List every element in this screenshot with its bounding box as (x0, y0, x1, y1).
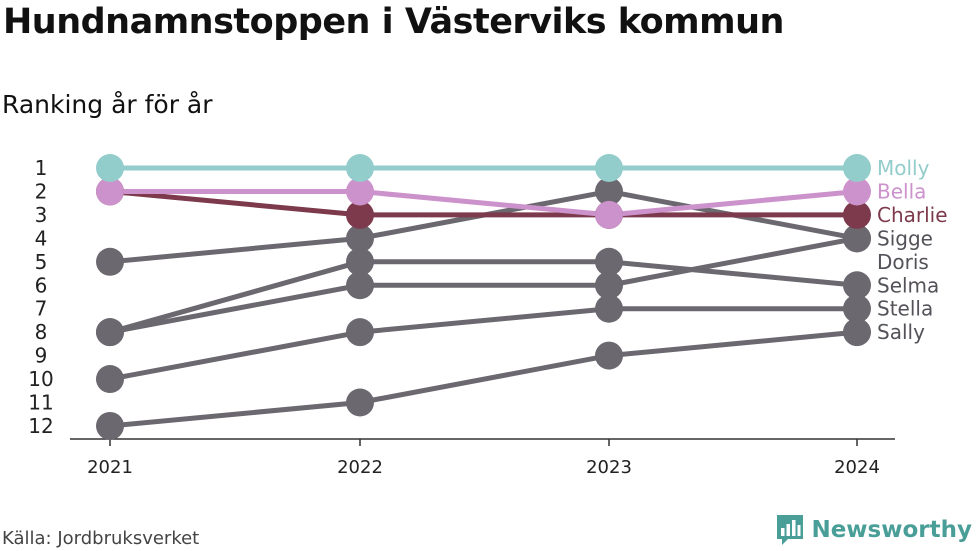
y-tick-label: 2 (35, 179, 48, 203)
series-label-sally: Sally (877, 320, 925, 344)
brand-name: Newsworthy (811, 517, 972, 543)
x-tick-label: 2022 (337, 457, 383, 478)
series-label-molly: Molly (877, 156, 930, 180)
series-line-bella (107, 188, 860, 218)
point-selma (346, 247, 374, 276)
newsworthy-logo-icon (777, 515, 804, 545)
series-label-doris: Doris (877, 250, 929, 274)
point-charlie (843, 200, 871, 229)
series-points (96, 154, 871, 440)
point-sally (843, 318, 871, 347)
series-label-selma: Selma (877, 273, 939, 297)
y-tick-label: 4 (35, 226, 48, 250)
y-tick-label: 12 (28, 414, 53, 438)
point-sigge (595, 177, 623, 206)
point-sally (346, 388, 374, 417)
point-sally (96, 411, 124, 440)
y-tick-label: 6 (35, 273, 48, 297)
brand-logo: Newsworthy (775, 513, 972, 547)
series-line-charlie (107, 188, 860, 218)
point-bella (595, 200, 623, 229)
point-selma (595, 247, 623, 276)
y-tick-label: 8 (35, 320, 48, 344)
point-sigge (346, 224, 374, 253)
x-axis: 2021 2022 2023 2024 (70, 438, 895, 478)
x-tick-label: 2023 (586, 457, 632, 478)
point-bella (96, 177, 124, 206)
series-label-bella: Bella (877, 179, 926, 203)
point-stella (346, 318, 374, 347)
point-selma (843, 271, 871, 300)
point-molly (843, 154, 871, 182)
series-labels: MollyBellaCharlieSiggeDorisSelmaStellaSa… (877, 156, 948, 344)
point-sigge (96, 247, 124, 276)
source-note: Källa: Jordbruksverket (2, 528, 200, 549)
series-line-doris (107, 235, 860, 335)
y-tick-label: 9 (35, 344, 48, 368)
point-stella (843, 294, 871, 323)
y-tick-label: 7 (35, 297, 48, 321)
y-tick-label: 11 (28, 391, 53, 415)
chart-title: Hundnamnstoppen i Västerviks kommun (3, 2, 784, 42)
point-charlie (346, 200, 374, 229)
point-sally (595, 341, 623, 370)
series-label-sigge: Sigge (877, 226, 933, 250)
y-tick-label: 5 (35, 250, 48, 274)
y-tick-label: 10 (28, 367, 53, 391)
series-label-stella: Stella (877, 297, 933, 321)
series-line-sally (107, 329, 860, 429)
point-sigge (843, 224, 871, 253)
point-stella (96, 365, 124, 394)
x-tick-label: 2024 (834, 457, 880, 478)
point-doris (595, 271, 623, 300)
y-tick-label: 3 (35, 203, 48, 227)
series-lines (107, 165, 860, 429)
point-bella (843, 177, 871, 206)
point-molly (96, 154, 124, 182)
point-molly (346, 154, 374, 182)
point-molly (595, 154, 623, 182)
point-stella (595, 294, 623, 323)
point-doris (346, 271, 374, 300)
chart-subtitle: Ranking år för år (2, 90, 213, 119)
y-tick-label: 1 (35, 156, 48, 180)
series-label-charlie: Charlie (877, 203, 948, 227)
point-bella (346, 177, 374, 206)
series-line-stella (107, 306, 860, 382)
x-tick-label: 2021 (87, 457, 133, 478)
series-line-selma (107, 259, 860, 335)
point-doris (96, 318, 124, 347)
